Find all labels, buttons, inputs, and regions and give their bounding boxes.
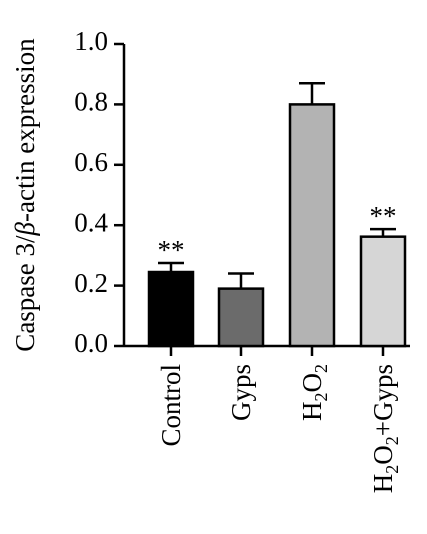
y-tick-label: 0.4 (74, 207, 108, 237)
x-tick-label: Control (156, 364, 186, 447)
y-axis-label: Caspase 3/β-actin expression (10, 38, 40, 352)
bars: ** ** (147, 82, 407, 348)
y-tick-label: 0.2 (74, 268, 108, 298)
y-tick-label: 1.0 (74, 26, 108, 56)
category-labels: Control Gyps H2​O2​ H2​O2​+Gyps (156, 364, 402, 493)
x-tick-label: Gyps (226, 364, 256, 421)
bar (217, 287, 265, 348)
x-tick-label: H2​O2​ (297, 364, 331, 421)
bar (359, 235, 407, 348)
bar (147, 270, 195, 348)
y-axis-title: Caspase 3/β-actin expression (10, 38, 40, 352)
y-axis: 0.0 0.2 0.4 0.6 0.8 1.0 (74, 26, 126, 358)
x-tick-label: H2​O2​+Gyps (368, 364, 402, 493)
significance-label: ** (158, 235, 185, 265)
x-axis (124, 344, 410, 356)
y-tick-label: 0.0 (74, 328, 108, 358)
y-tick-label: 0.6 (74, 147, 108, 177)
bar (288, 103, 336, 348)
y-tick-label: 0.8 (74, 87, 108, 117)
significance-label: ** (370, 201, 397, 231)
